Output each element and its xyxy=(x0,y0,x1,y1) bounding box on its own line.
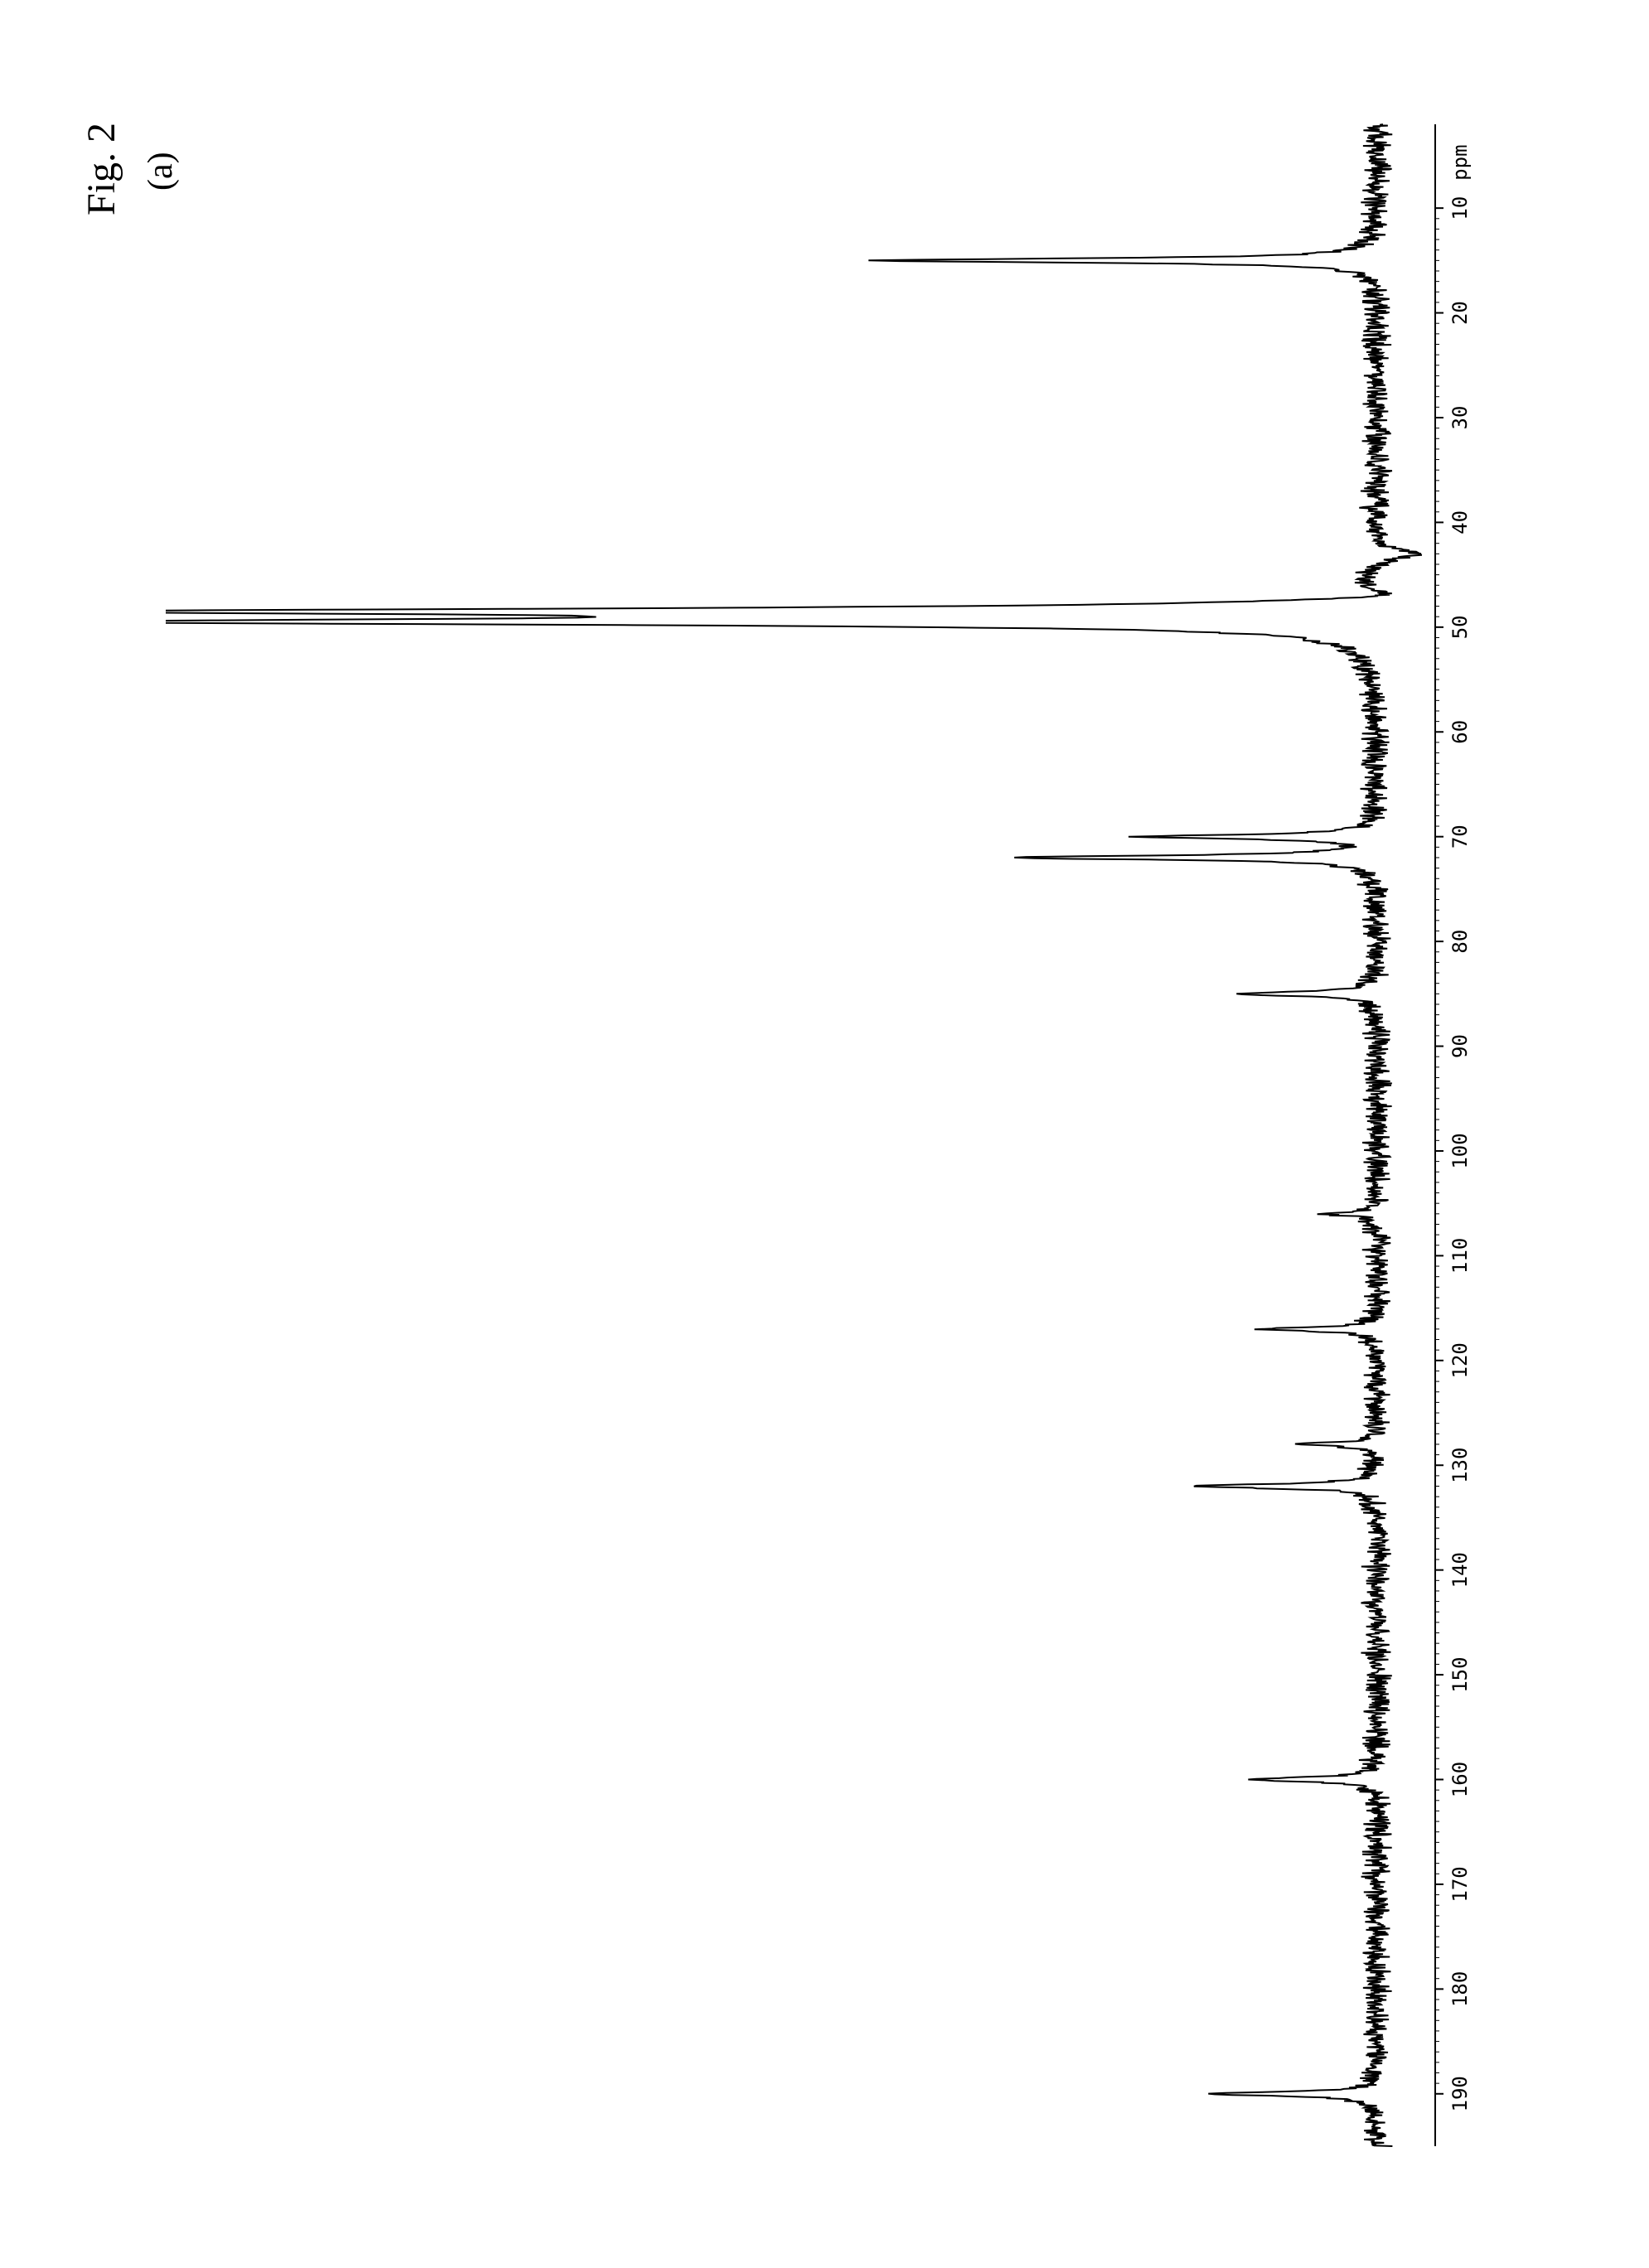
tick-label: 140 xyxy=(1448,1552,1472,1588)
tick-label: 40 xyxy=(1448,510,1472,534)
tick-label: 180 xyxy=(1448,1971,1472,2007)
spectrum-trace xyxy=(166,124,1422,2146)
tick-label: 120 xyxy=(1448,1342,1472,1378)
tick-label: 80 xyxy=(1448,930,1472,954)
tick-label: 50 xyxy=(1448,615,1472,639)
axis-unit-label: ppm xyxy=(1448,144,1472,180)
nmr-spectrum: 190 180 170 160 150 140 130 120 110 100 90 80 70 60 50… xyxy=(166,99,1574,2171)
tick-label: 130 xyxy=(1448,1448,1472,1483)
tick-label: 100 xyxy=(1448,1133,1472,1168)
tick-label: 20 xyxy=(1448,301,1472,325)
figure-title: Fig. 2 xyxy=(79,123,124,215)
tick-label: 160 xyxy=(1448,1762,1472,1797)
spectrum-svg: 190 180 170 160 150 140 130 120 110 100 90 80 70 60 50… xyxy=(166,99,1574,2171)
tick-label: 190 xyxy=(1448,2076,1472,2111)
tick-label: 60 xyxy=(1448,720,1472,744)
tick-label: 70 xyxy=(1448,825,1472,849)
tick-label: 170 xyxy=(1448,1866,1472,1902)
tick-label: 30 xyxy=(1448,406,1472,430)
tick-label: 90 xyxy=(1448,1034,1472,1058)
tick-label: 10 xyxy=(1448,196,1472,220)
tick-label: 150 xyxy=(1448,1656,1472,1692)
tick-label: 110 xyxy=(1448,1238,1472,1274)
